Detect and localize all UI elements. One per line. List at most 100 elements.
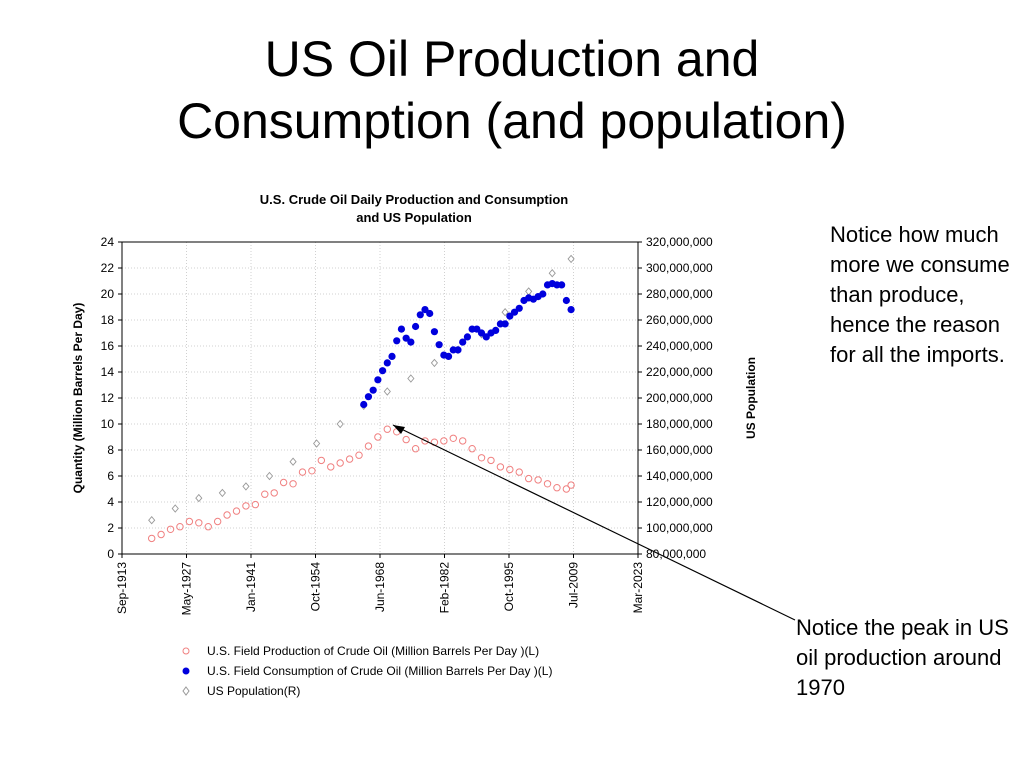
x-tick-label: Jul-2009 xyxy=(567,562,581,608)
x-tick-label: May-1927 xyxy=(180,562,194,616)
consumption-point xyxy=(463,333,472,341)
production-point xyxy=(176,523,184,531)
population-point xyxy=(148,516,156,525)
y2-tick-label: 260,000,000 xyxy=(646,313,713,327)
legend-label-production: U.S. Field Production of Crude Oil (Mill… xyxy=(207,644,539,658)
consumption-point xyxy=(444,352,453,360)
consumption-point xyxy=(492,326,500,334)
production-point xyxy=(567,481,575,489)
y-tick-label: 4 xyxy=(107,495,114,509)
production-point xyxy=(487,456,495,465)
y2-tick-label: 80,000,000 xyxy=(646,547,706,561)
production-point xyxy=(411,445,420,453)
x-tick-label: Oct-1954 xyxy=(309,562,323,612)
consumption-point xyxy=(383,359,391,367)
y-tick-label: 8 xyxy=(107,443,114,457)
consumption-point xyxy=(558,281,566,289)
consumption-point xyxy=(459,338,467,346)
note-top: Notice how much more we consume than pro… xyxy=(830,222,1010,367)
chart-title-line1: U.S. Crude Oil Daily Production and Cons… xyxy=(260,192,568,207)
series-consumption xyxy=(360,280,575,409)
slide-title: US Oil Production and Consumption (and p… xyxy=(0,28,1024,152)
production-point xyxy=(421,437,429,445)
x-tick-label: Jun-1968 xyxy=(373,562,387,612)
consumption-point xyxy=(501,320,509,328)
x-tick-label: Sep-1913 xyxy=(115,562,129,614)
population-point xyxy=(548,269,556,278)
gridlines xyxy=(122,242,638,554)
y2-tick-label: 180,000,000 xyxy=(646,417,713,431)
production-point xyxy=(496,463,505,471)
production-point xyxy=(242,502,250,510)
production-point xyxy=(440,437,448,445)
y2-tick-label: 120,000,000 xyxy=(646,495,713,509)
production-point xyxy=(449,434,457,442)
consumption-point xyxy=(435,341,443,349)
production-point xyxy=(204,523,212,531)
production-point xyxy=(185,517,194,526)
y2-tick-label: 320,000,000 xyxy=(646,235,713,249)
consumption-point xyxy=(426,309,434,318)
annotation-arrow-line xyxy=(392,424,796,621)
production-point xyxy=(534,476,542,484)
consumption-point xyxy=(388,352,396,360)
consumption-point xyxy=(378,367,387,375)
y2-tick-label: 100,000,000 xyxy=(646,521,713,535)
consumption-point xyxy=(562,296,570,305)
consumption-point xyxy=(416,311,424,319)
y-tick-label: 20 xyxy=(101,287,115,301)
consumption-point xyxy=(374,376,382,384)
population-point xyxy=(501,308,509,317)
y-tick-label: 18 xyxy=(101,313,115,327)
x-tick-label: Feb-1982 xyxy=(438,562,452,614)
y-tick-label: 10 xyxy=(101,417,115,431)
x-tick-label: Mar-2023 xyxy=(631,562,645,614)
production-point xyxy=(506,465,514,474)
x-tick-label: Jan-1941 xyxy=(244,562,258,612)
y2-tick-label: 300,000,000 xyxy=(646,261,713,275)
consumption-point xyxy=(369,386,377,394)
legend-label-consumption: U.S. Field Consumption of Crude Oil (Mil… xyxy=(207,664,552,678)
production-point xyxy=(477,454,486,462)
production-point xyxy=(553,484,561,492)
production-point xyxy=(543,480,552,488)
production-point xyxy=(355,451,363,459)
y-tick-label: 24 xyxy=(101,235,115,249)
production-point xyxy=(289,480,297,488)
y2-tick-label: 220,000,000 xyxy=(646,365,713,379)
consumption-point xyxy=(430,328,439,336)
consumption-point xyxy=(454,346,462,354)
production-point xyxy=(147,534,156,543)
y2-tick-label: 160,000,000 xyxy=(646,443,713,457)
consumption-point xyxy=(411,322,420,331)
population-point xyxy=(383,387,391,396)
population-point xyxy=(195,493,203,503)
x-axis-ticks: Sep-1913 May-1927 Jan-1941 Oct-1954 Jun-1968… xyxy=(115,554,645,615)
production-point xyxy=(213,517,222,526)
consumption-point xyxy=(567,306,575,314)
population-point xyxy=(407,374,415,383)
population-point xyxy=(218,488,226,498)
y2-tick-label: 140,000,000 xyxy=(646,469,713,483)
production-point xyxy=(402,435,410,444)
y2-tick-label: 240,000,000 xyxy=(646,339,713,353)
legend-label-population: US Population(R) xyxy=(207,684,300,698)
y-tick-label: 6 xyxy=(107,469,114,483)
production-point xyxy=(232,507,241,515)
population-point xyxy=(313,439,321,448)
population-point xyxy=(430,358,439,368)
consumption-point xyxy=(364,393,373,401)
legend-marker-population xyxy=(182,686,190,696)
production-point xyxy=(515,468,523,476)
consumption-point xyxy=(397,325,406,333)
production-point xyxy=(308,467,316,475)
y-tick-label: 16 xyxy=(101,339,115,353)
production-point xyxy=(279,478,288,487)
population-point xyxy=(242,482,250,491)
series-population xyxy=(148,254,575,525)
y-tick-label: 0 xyxy=(107,547,114,561)
production-point xyxy=(374,433,382,441)
y2-tick-label: 280,000,000 xyxy=(646,287,713,301)
